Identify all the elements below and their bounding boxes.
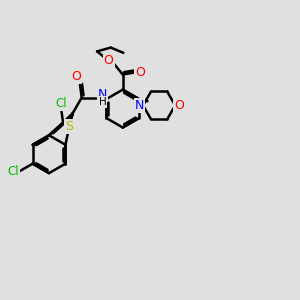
Text: O: O <box>104 54 114 67</box>
Text: H: H <box>99 97 106 107</box>
Text: S: S <box>65 120 74 133</box>
Text: N: N <box>134 99 144 112</box>
Text: Cl: Cl <box>55 97 67 110</box>
Text: O: O <box>174 99 184 112</box>
Text: O: O <box>135 66 145 79</box>
Text: O: O <box>71 70 81 83</box>
Text: Cl: Cl <box>8 164 20 178</box>
Text: N: N <box>98 88 107 101</box>
